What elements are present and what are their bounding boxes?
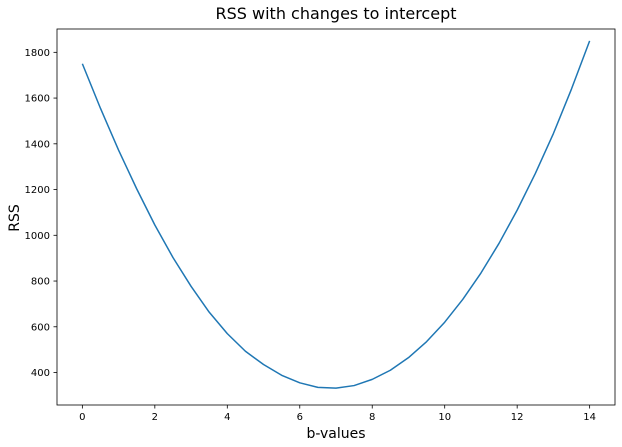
x-tick-label: 2 — [152, 412, 158, 423]
y-tick-label: 400 — [31, 368, 50, 379]
y-tick-label: 1600 — [25, 94, 50, 105]
chart-title: RSS with changes to intercept — [216, 4, 457, 23]
x-tick-label: 14 — [583, 412, 596, 423]
y-tick-label: 800 — [31, 277, 50, 288]
ticks-layer: 0 2 4 6 8 10 12 14 400 600 800 1000 1200 1400 1600 1800 — [25, 48, 596, 423]
series-layer — [81, 40, 591, 389]
x-axis-title: b-values — [306, 426, 365, 442]
y-tick-label: 1200 — [25, 185, 50, 196]
x-tick-label: 6 — [297, 412, 303, 423]
y-tick-label: 1800 — [25, 48, 50, 59]
rss-series-line — [81, 40, 591, 389]
x-tick-label: 0 — [79, 412, 85, 423]
x-tick-label: 10 — [438, 412, 451, 423]
plot-frame — [56, 28, 616, 406]
y-axis-title: RSS — [7, 204, 23, 232]
y-tick-label: 1400 — [25, 139, 50, 150]
x-tick-label: 8 — [369, 412, 375, 423]
x-tick-label: 12 — [511, 412, 524, 423]
y-tick-label: 600 — [31, 322, 50, 333]
x-tick-label: 4 — [224, 412, 230, 423]
y-tick-label: 1000 — [25, 231, 50, 242]
